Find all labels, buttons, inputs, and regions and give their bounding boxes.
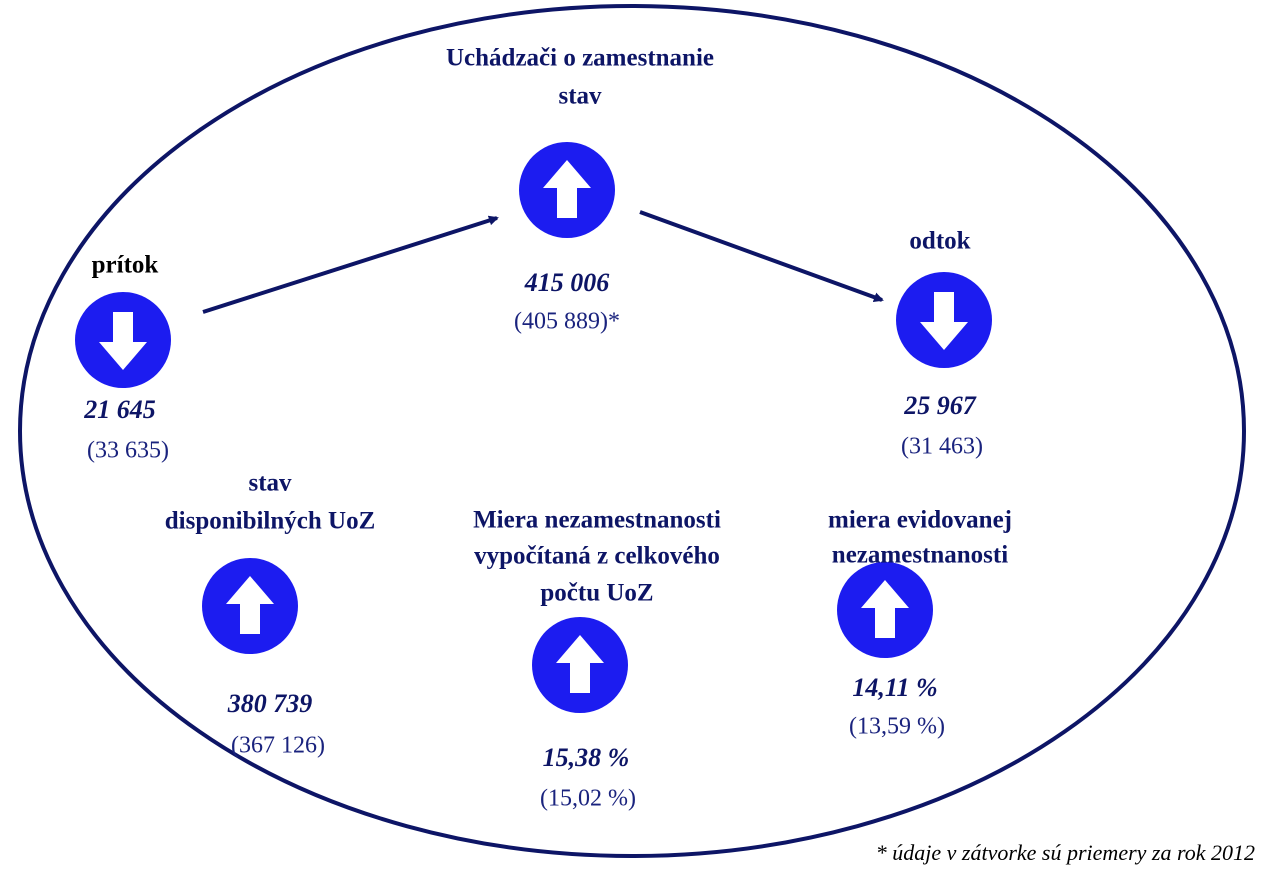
node-title: stav xyxy=(558,83,602,110)
outline-ellipse xyxy=(18,4,1246,858)
node-title: počtu UoZ xyxy=(540,580,653,607)
node-average: (13,59 %) xyxy=(849,714,945,740)
node-average: (31 463) xyxy=(901,434,983,460)
node-title: Uchádzači o zamestnanie xyxy=(446,45,714,72)
node-value: 21 645 xyxy=(83,395,156,424)
node-value: 380 739 xyxy=(227,689,313,718)
flow-arrow xyxy=(202,215,499,314)
footnote: * údaje v zátvorke sú priemery za rok 20… xyxy=(876,840,1255,865)
node-value: 15,38 % xyxy=(543,743,630,772)
node-title: stav xyxy=(248,470,292,497)
node-value: 415 006 xyxy=(524,268,610,297)
node-title: nezamestnanosti xyxy=(832,542,1008,569)
arrow-icon xyxy=(543,160,591,218)
node-average: (15,02 %) xyxy=(540,786,636,812)
arrow-icon xyxy=(556,635,604,693)
arrow-icon xyxy=(920,292,968,350)
node-title: Miera nezamestnanosti xyxy=(473,507,721,534)
node-value: 14,11 % xyxy=(852,673,937,702)
node-title: miera evidovanej xyxy=(828,507,1012,534)
flow-arrow xyxy=(639,210,884,302)
arrow-icon xyxy=(226,576,274,634)
node-title: vypočítaná z celkového xyxy=(474,543,720,570)
node-average: (33 635) xyxy=(87,438,169,464)
arrow-icon xyxy=(99,312,147,370)
node-average: (405 889)* xyxy=(514,309,620,335)
node-average: (367 126) xyxy=(231,733,325,759)
arrow-icon xyxy=(861,580,909,638)
node-value: 25 967 xyxy=(903,391,977,420)
node-title: prítok xyxy=(92,252,159,279)
node-title: disponibilných UoZ xyxy=(165,508,376,535)
node-title: odtok xyxy=(909,228,970,255)
